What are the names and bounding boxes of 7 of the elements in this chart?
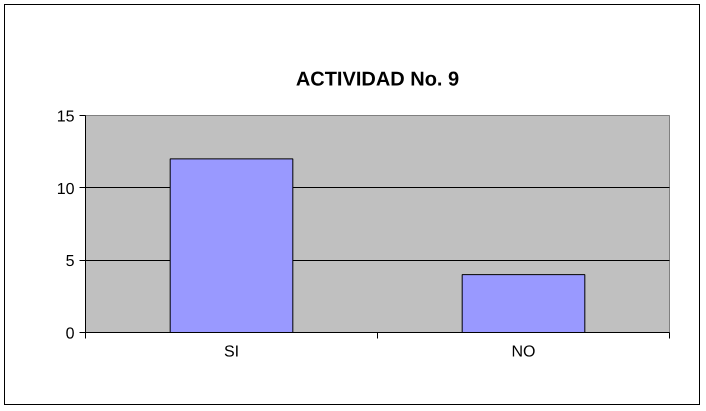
y-tick-label: 15: [56, 108, 75, 126]
x-tick-label: SI: [224, 344, 240, 360]
y-tick-label: 5: [66, 253, 75, 270]
x-tick-label: NO: [512, 344, 536, 360]
y-tick-label: 0: [66, 326, 75, 342]
y-tick-label: 10: [56, 180, 75, 198]
chart-title: ACTIVIDAD No. 9: [296, 68, 460, 90]
